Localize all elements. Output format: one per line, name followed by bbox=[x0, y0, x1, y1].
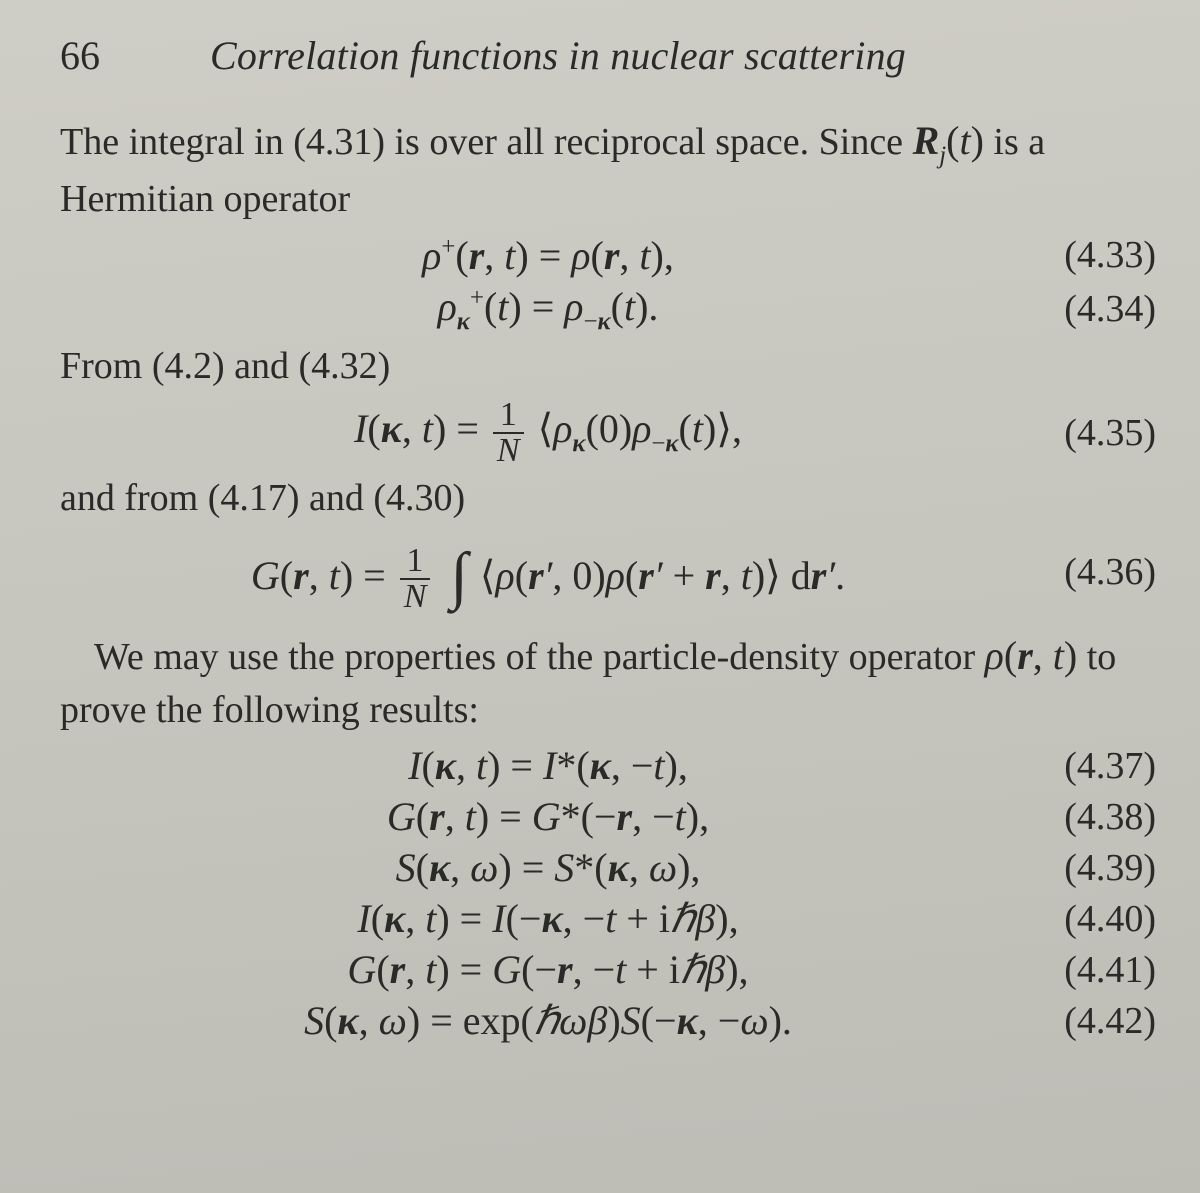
inline-math-Rj: Rj(t) bbox=[913, 118, 984, 163]
eq-4-34-num: (4.34) bbox=[1036, 287, 1156, 331]
equation-4-38: G(r, t) = G*(−r, −t), (4.38) bbox=[60, 793, 1156, 840]
equation-4-33: ρ+(r, t) = ρ(r, t), (4.33) bbox=[60, 232, 1156, 279]
eq-4-41-math: G(r, t) = G(−r, −t + iℏβ), bbox=[347, 946, 748, 993]
eq-4-35-math: I(κ, t) = 1N ⟨ρκ(0)ρ−κ(t)⟩, bbox=[354, 398, 742, 468]
eq-4-33-math: ρ+(r, t) = ρ(r, t), bbox=[422, 232, 674, 279]
eq-4-36-math: G(r, t) = 1N ∫ ⟨ρ(r′, 0)ρ(r′ + r, t)⟩ dr… bbox=[251, 531, 845, 615]
eq-4-40-num: (4.40) bbox=[1036, 897, 1156, 941]
equation-4-41: G(r, t) = G(−r, −t + iℏβ), (4.41) bbox=[60, 946, 1156, 993]
page: 66 Correlation functions in nuclear scat… bbox=[0, 0, 1200, 1193]
eq-4-35-num: (4.35) bbox=[1036, 411, 1156, 455]
eq-4-42-num: (4.42) bbox=[1036, 999, 1156, 1043]
eq-4-41-num: (4.41) bbox=[1036, 948, 1156, 992]
equation-4-39: S(κ, ω) = S*(κ, ω), (4.39) bbox=[60, 844, 1156, 891]
paragraph-3: and from (4.17) and (4.30) bbox=[60, 472, 1156, 524]
equation-4-36: G(r, t) = 1N ∫ ⟨ρ(r′, 0)ρ(r′ + r, t)⟩ dr… bbox=[60, 531, 1156, 615]
paragraph-2: From (4.2) and (4.32) bbox=[60, 340, 1156, 392]
page-number: 66 bbox=[60, 32, 100, 79]
eq-4-40-math: I(κ, t) = I(−κ, −t + iℏβ), bbox=[357, 895, 738, 942]
equation-4-35: I(κ, t) = 1N ⟨ρκ(0)ρ−κ(t)⟩, (4.35) bbox=[60, 398, 1156, 468]
inline-math-rho: ρ(r, t) bbox=[985, 633, 1078, 678]
equation-4-42: S(κ, ω) = exp(ℏωβ)S(−κ, −ω). (4.42) bbox=[60, 997, 1156, 1044]
eq-4-33-num: (4.33) bbox=[1036, 233, 1156, 277]
eq-4-42-math: S(κ, ω) = exp(ℏωβ)S(−κ, −ω). bbox=[304, 997, 792, 1044]
eq-4-37-math: I(κ, t) = I*(κ, −t), bbox=[408, 742, 688, 789]
eq-4-39-num: (4.39) bbox=[1036, 846, 1156, 890]
p1-text-a: The integral in (4.31) is over all recip… bbox=[60, 121, 913, 163]
eq-4-39-math: S(κ, ω) = S*(κ, ω), bbox=[396, 844, 701, 891]
paragraph-4: We may use the properties of the particl… bbox=[60, 628, 1156, 736]
eq-4-34-math: ρκ+(t) = ρ−κ(t). bbox=[438, 283, 659, 336]
running-head: 66 Correlation functions in nuclear scat… bbox=[60, 32, 1156, 79]
equation-4-34: ρκ+(t) = ρ−κ(t). (4.34) bbox=[60, 283, 1156, 336]
equation-4-37: I(κ, t) = I*(κ, −t), (4.37) bbox=[60, 742, 1156, 789]
eq-4-37-num: (4.37) bbox=[1036, 744, 1156, 788]
eq-4-36-num: (4.36) bbox=[1036, 550, 1156, 594]
eq-4-38-math: G(r, t) = G*(−r, −t), bbox=[387, 793, 709, 840]
paragraph-1: The integral in (4.31) is over all recip… bbox=[60, 113, 1156, 226]
equation-4-40: I(κ, t) = I(−κ, −t + iℏβ), (4.40) bbox=[60, 895, 1156, 942]
chapter-title: Correlation functions in nuclear scatter… bbox=[210, 32, 906, 79]
p4-text-a: We may use the properties of the particl… bbox=[94, 636, 985, 678]
eq-4-38-num: (4.38) bbox=[1036, 795, 1156, 839]
